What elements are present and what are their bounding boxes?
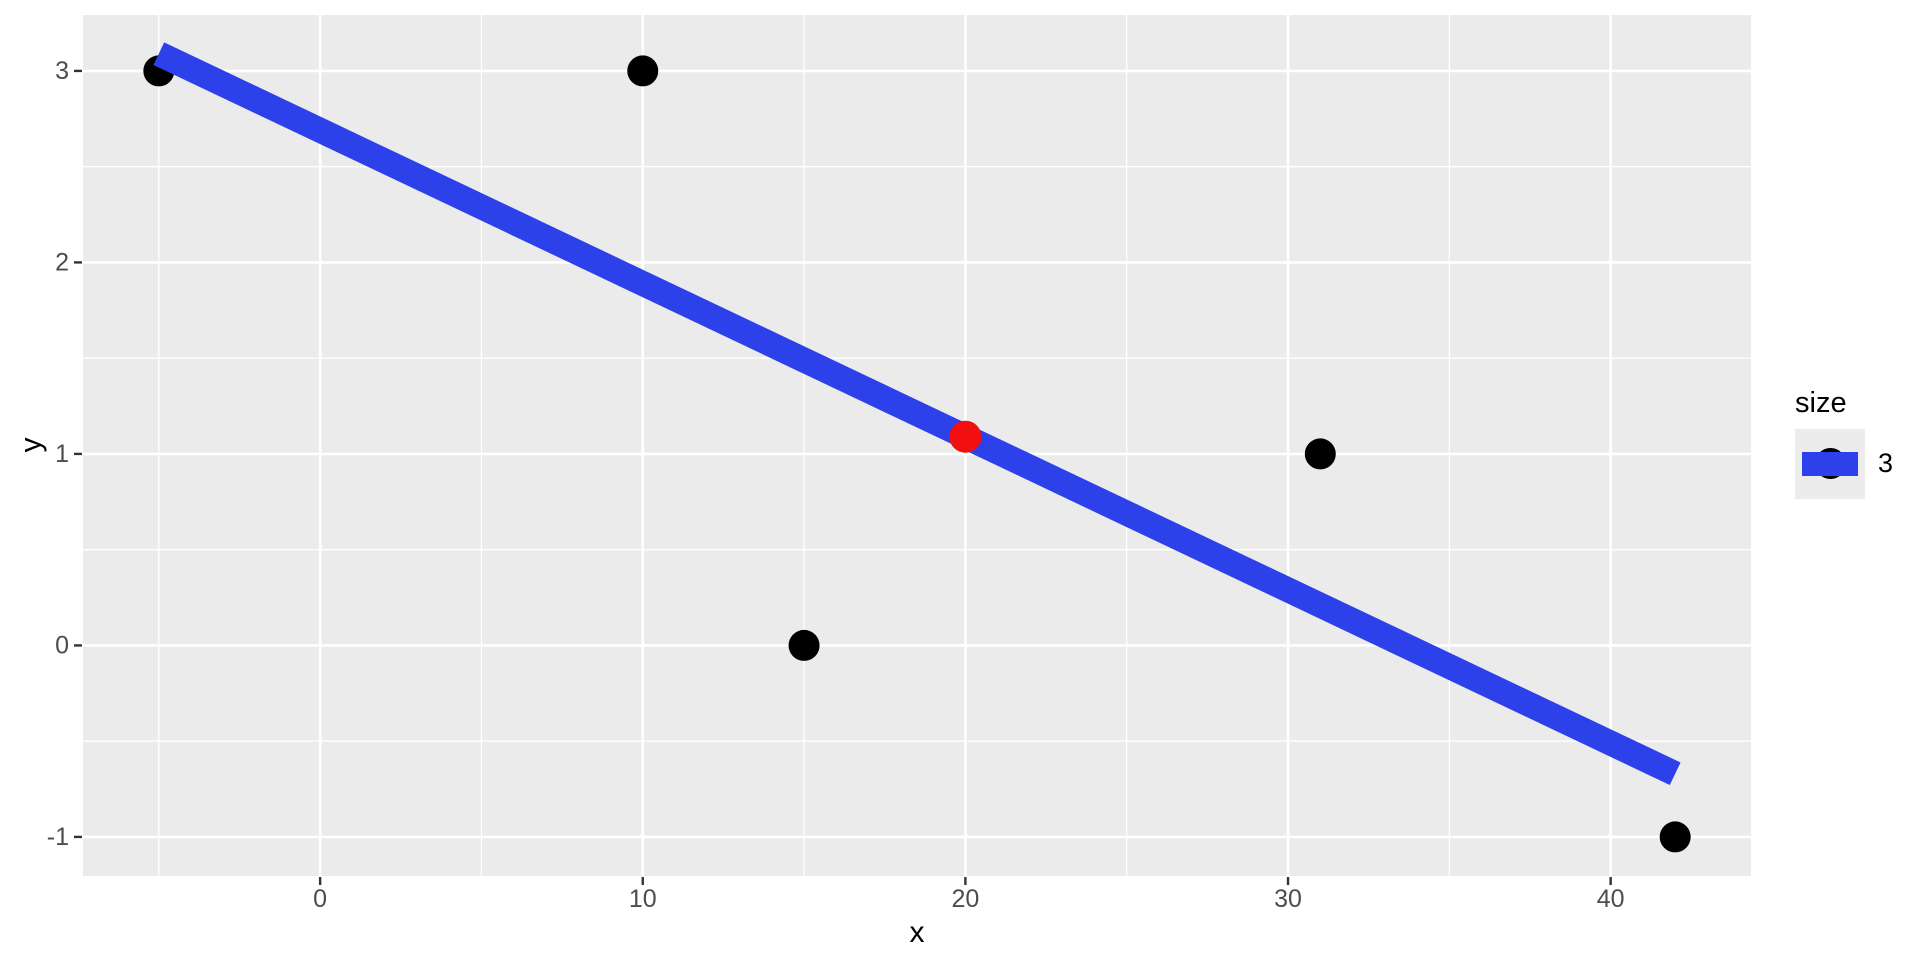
y-tick-label: -1	[47, 823, 69, 851]
observed-points	[788, 629, 820, 661]
y-tick-label: 3	[55, 57, 69, 85]
x-tick-label: 0	[313, 885, 327, 913]
x-tick-label: 20	[951, 885, 979, 913]
legend-entry: 3	[1795, 428, 1894, 499]
regression-line	[153, 42, 1681, 786]
legend-title: size	[1795, 387, 1847, 419]
legend: size 3	[1795, 387, 1894, 499]
y-tick-label: 1	[55, 440, 69, 468]
observed-points	[1304, 438, 1336, 470]
legend-entry-label: 3	[1878, 448, 1894, 479]
y-tick-label: 0	[55, 631, 69, 659]
observed-points	[1659, 821, 1691, 853]
observed-points	[627, 55, 659, 87]
x-tick-label: 30	[1274, 885, 1302, 913]
x-tick-label: 10	[629, 885, 657, 913]
y-tick-label: 2	[55, 248, 69, 276]
x-tick-label: 40	[1597, 885, 1625, 913]
legend-line-swatch	[1802, 451, 1858, 476]
predicted-point	[949, 420, 982, 453]
y-axis-title: y	[14, 437, 48, 453]
legend-key	[1795, 428, 1865, 499]
x-axis-title: x	[909, 916, 925, 949]
